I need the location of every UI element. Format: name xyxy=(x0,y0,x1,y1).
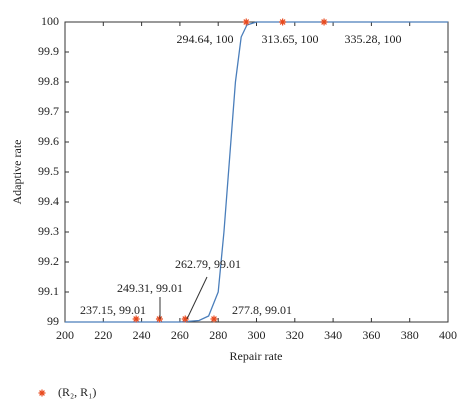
y-tick-label: 99.3 xyxy=(38,224,59,238)
y-tick-label: 99.1 xyxy=(38,284,59,298)
data-label: 237.15, 99.01 xyxy=(80,303,146,317)
x-tick-label: 380 xyxy=(401,328,419,342)
label-arrow xyxy=(186,276,208,320)
data-label: 249.31, 99.01 xyxy=(117,281,183,295)
x-tick-label: 260 xyxy=(171,328,189,342)
x-tick-label: 400 xyxy=(439,328,457,342)
x-tick-label: 360 xyxy=(362,328,380,342)
y-tick-label: 99.4 xyxy=(38,194,59,208)
fit-line xyxy=(65,21,448,323)
marker xyxy=(242,18,250,26)
data-label: 262.79, 99.01 xyxy=(175,257,241,271)
marker xyxy=(132,315,140,323)
y-tick-label: 99.8 xyxy=(38,74,59,88)
legend-marker xyxy=(38,389,46,397)
y-axis-label: Adaptive rate xyxy=(10,140,24,205)
legend-label: (R₂, R₁) xyxy=(58,385,96,399)
data-label: 335.28, 100 xyxy=(345,32,402,46)
x-tick-label: 200 xyxy=(56,328,74,342)
y-tick-label: 99.9 xyxy=(38,44,59,58)
y-tick-label: 99.2 xyxy=(38,254,59,268)
x-tick-label: 280 xyxy=(209,328,227,342)
marker xyxy=(279,18,287,26)
marker xyxy=(181,315,189,323)
x-tick-label: 240 xyxy=(133,328,151,342)
plot-frame xyxy=(64,21,449,323)
marker xyxy=(320,18,328,26)
data-label: 294.64, 100 xyxy=(177,32,234,46)
x-tick-label: 340 xyxy=(324,328,342,342)
x-tick-label: 300 xyxy=(248,328,266,342)
x-tick-label: 320 xyxy=(286,328,304,342)
marker xyxy=(155,315,163,323)
data-label: 277.8, 99.01 xyxy=(232,303,292,317)
y-tick-label: 99.5 xyxy=(38,164,59,178)
y-tick-label: 99.6 xyxy=(38,134,59,148)
x-axis-label: Repair rate xyxy=(230,349,283,363)
data-label: 313.65, 100 xyxy=(262,32,319,46)
y-tick-label: 99.7 xyxy=(38,104,59,118)
y-tick-label: 99 xyxy=(47,314,59,328)
marker xyxy=(210,315,218,323)
x-tick-label: 220 xyxy=(94,328,112,342)
y-tick-label: 100 xyxy=(41,14,59,28)
